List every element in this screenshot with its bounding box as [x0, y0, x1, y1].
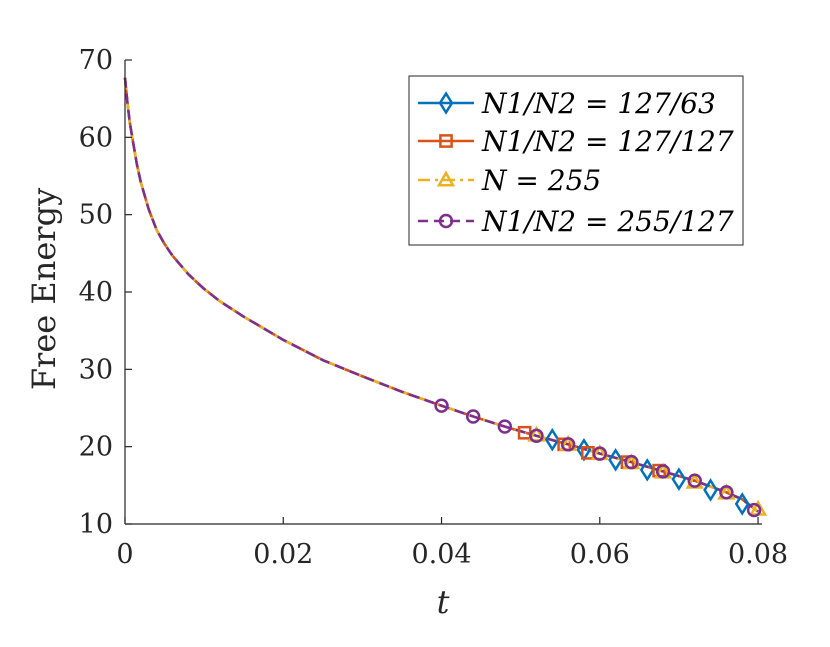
y-tick-label: 50 — [79, 200, 113, 231]
series-0-marker — [639, 458, 655, 482]
series-3-marker — [529, 428, 544, 444]
series-3-marker — [719, 485, 734, 500]
series-3-marker — [560, 437, 576, 452]
legend: N1/N2 = 127/63 N1/N2 = 127/127 N = 255 N1/N… — [408, 75, 744, 246]
y-axis-title: Free Energy — [25, 188, 63, 390]
legend-marker-0 — [438, 91, 454, 115]
series-3-marker — [592, 446, 607, 461]
x-tick-label: 0.08 — [728, 539, 788, 570]
legend-label-0: N1/N2 = 127/63 — [481, 87, 716, 120]
x-tick-label: 0.02 — [253, 539, 313, 570]
y-tick-label: 20 — [79, 432, 113, 463]
legend-label-3: N1/N2 = 255/127 — [481, 205, 734, 238]
series-markers — [434, 398, 768, 518]
legend-marker-2 — [436, 170, 456, 187]
x-axis-title: t — [437, 583, 450, 621]
series-3-marker — [746, 502, 762, 518]
y-tick-label: 60 — [79, 122, 113, 153]
y-tick-label: 10 — [79, 509, 113, 540]
series-3-marker — [624, 454, 639, 470]
series-3-marker — [687, 473, 702, 488]
x-tick-label: 0.04 — [411, 539, 471, 570]
series-3-marker — [465, 409, 481, 424]
legend-label-2: N = 255 — [481, 164, 601, 197]
axis-ticks: 0 0.02 0.04 0.06 0.08 10 20 30 40 50 60 70 — [79, 45, 788, 570]
series-0-marker — [703, 478, 718, 502]
legend-label-1: N1/N2 = 127/127 — [481, 125, 734, 158]
legend-marker-1 — [439, 134, 453, 148]
series-0-marker — [544, 427, 560, 452]
series-0-marker — [734, 492, 750, 516]
y-tick-label: 40 — [79, 277, 113, 308]
legend-marker-3 — [438, 213, 454, 229]
series-3-marker — [497, 419, 513, 434]
series-0-marker — [608, 448, 624, 472]
series-3-marker — [434, 398, 449, 413]
x-tick-label: 0.06 — [570, 539, 630, 570]
series-line-3 — [123, 77, 759, 513]
x-tick-label: 0 — [116, 539, 133, 570]
y-tick-label: 70 — [79, 45, 113, 76]
series-2-marker — [527, 425, 546, 442]
y-tick-label: 30 — [79, 354, 113, 385]
series-3-marker — [655, 464, 671, 479]
series-0-marker — [671, 467, 687, 491]
